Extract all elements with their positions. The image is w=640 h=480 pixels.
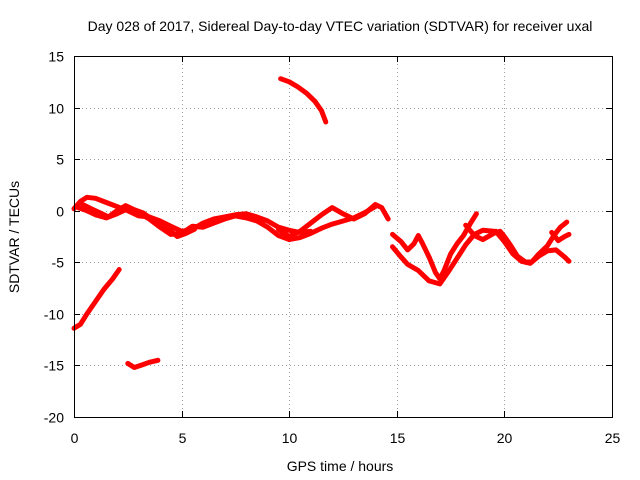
series-line-arc-5 <box>75 204 378 243</box>
y-tick-label: 0 <box>56 204 64 220</box>
x-tick-label: 15 <box>390 430 406 446</box>
y-tick-label: 15 <box>48 49 64 65</box>
y-tick-label: -15 <box>44 358 64 374</box>
series-line-arc-11 <box>493 228 572 266</box>
y-tick-label: -5 <box>52 255 65 271</box>
axis-ticks <box>74 56 613 418</box>
series-line-arc-12 <box>549 229 572 244</box>
y-tick-label: -10 <box>44 307 64 323</box>
series-line-arc-3 <box>278 76 329 125</box>
data-series <box>71 76 572 370</box>
series-line-arc-2 <box>125 357 161 370</box>
y-tick-label: 10 <box>48 101 64 117</box>
x-tick-label: 5 <box>179 430 187 446</box>
series-line-arc-8 <box>390 211 479 282</box>
y-axis-label: SDTVAR / TECUs <box>6 181 22 293</box>
plot-frame <box>74 56 613 418</box>
series-line-arc-6 <box>80 202 197 239</box>
x-axis-label: GPS time / hours <box>287 458 394 474</box>
x-tick-label: 10 <box>282 430 298 446</box>
series-line-arc-1 <box>71 267 122 331</box>
chart-title: Day 028 of 2017, Sidereal Day-to-day VTE… <box>88 18 593 34</box>
series-line-arc-7 <box>275 202 391 239</box>
x-tick-label: 0 <box>71 430 79 446</box>
y-tick-label: -20 <box>44 410 64 426</box>
x-tick-labels: 0 5 10 15 20 25 <box>71 430 621 446</box>
x-tick-label: 25 <box>605 430 621 446</box>
y-tick-labels: -20 -15 -10 -5 0 5 10 15 <box>44 49 64 426</box>
x-tick-label: 20 <box>497 430 513 446</box>
y-tick-label: 5 <box>56 152 64 168</box>
